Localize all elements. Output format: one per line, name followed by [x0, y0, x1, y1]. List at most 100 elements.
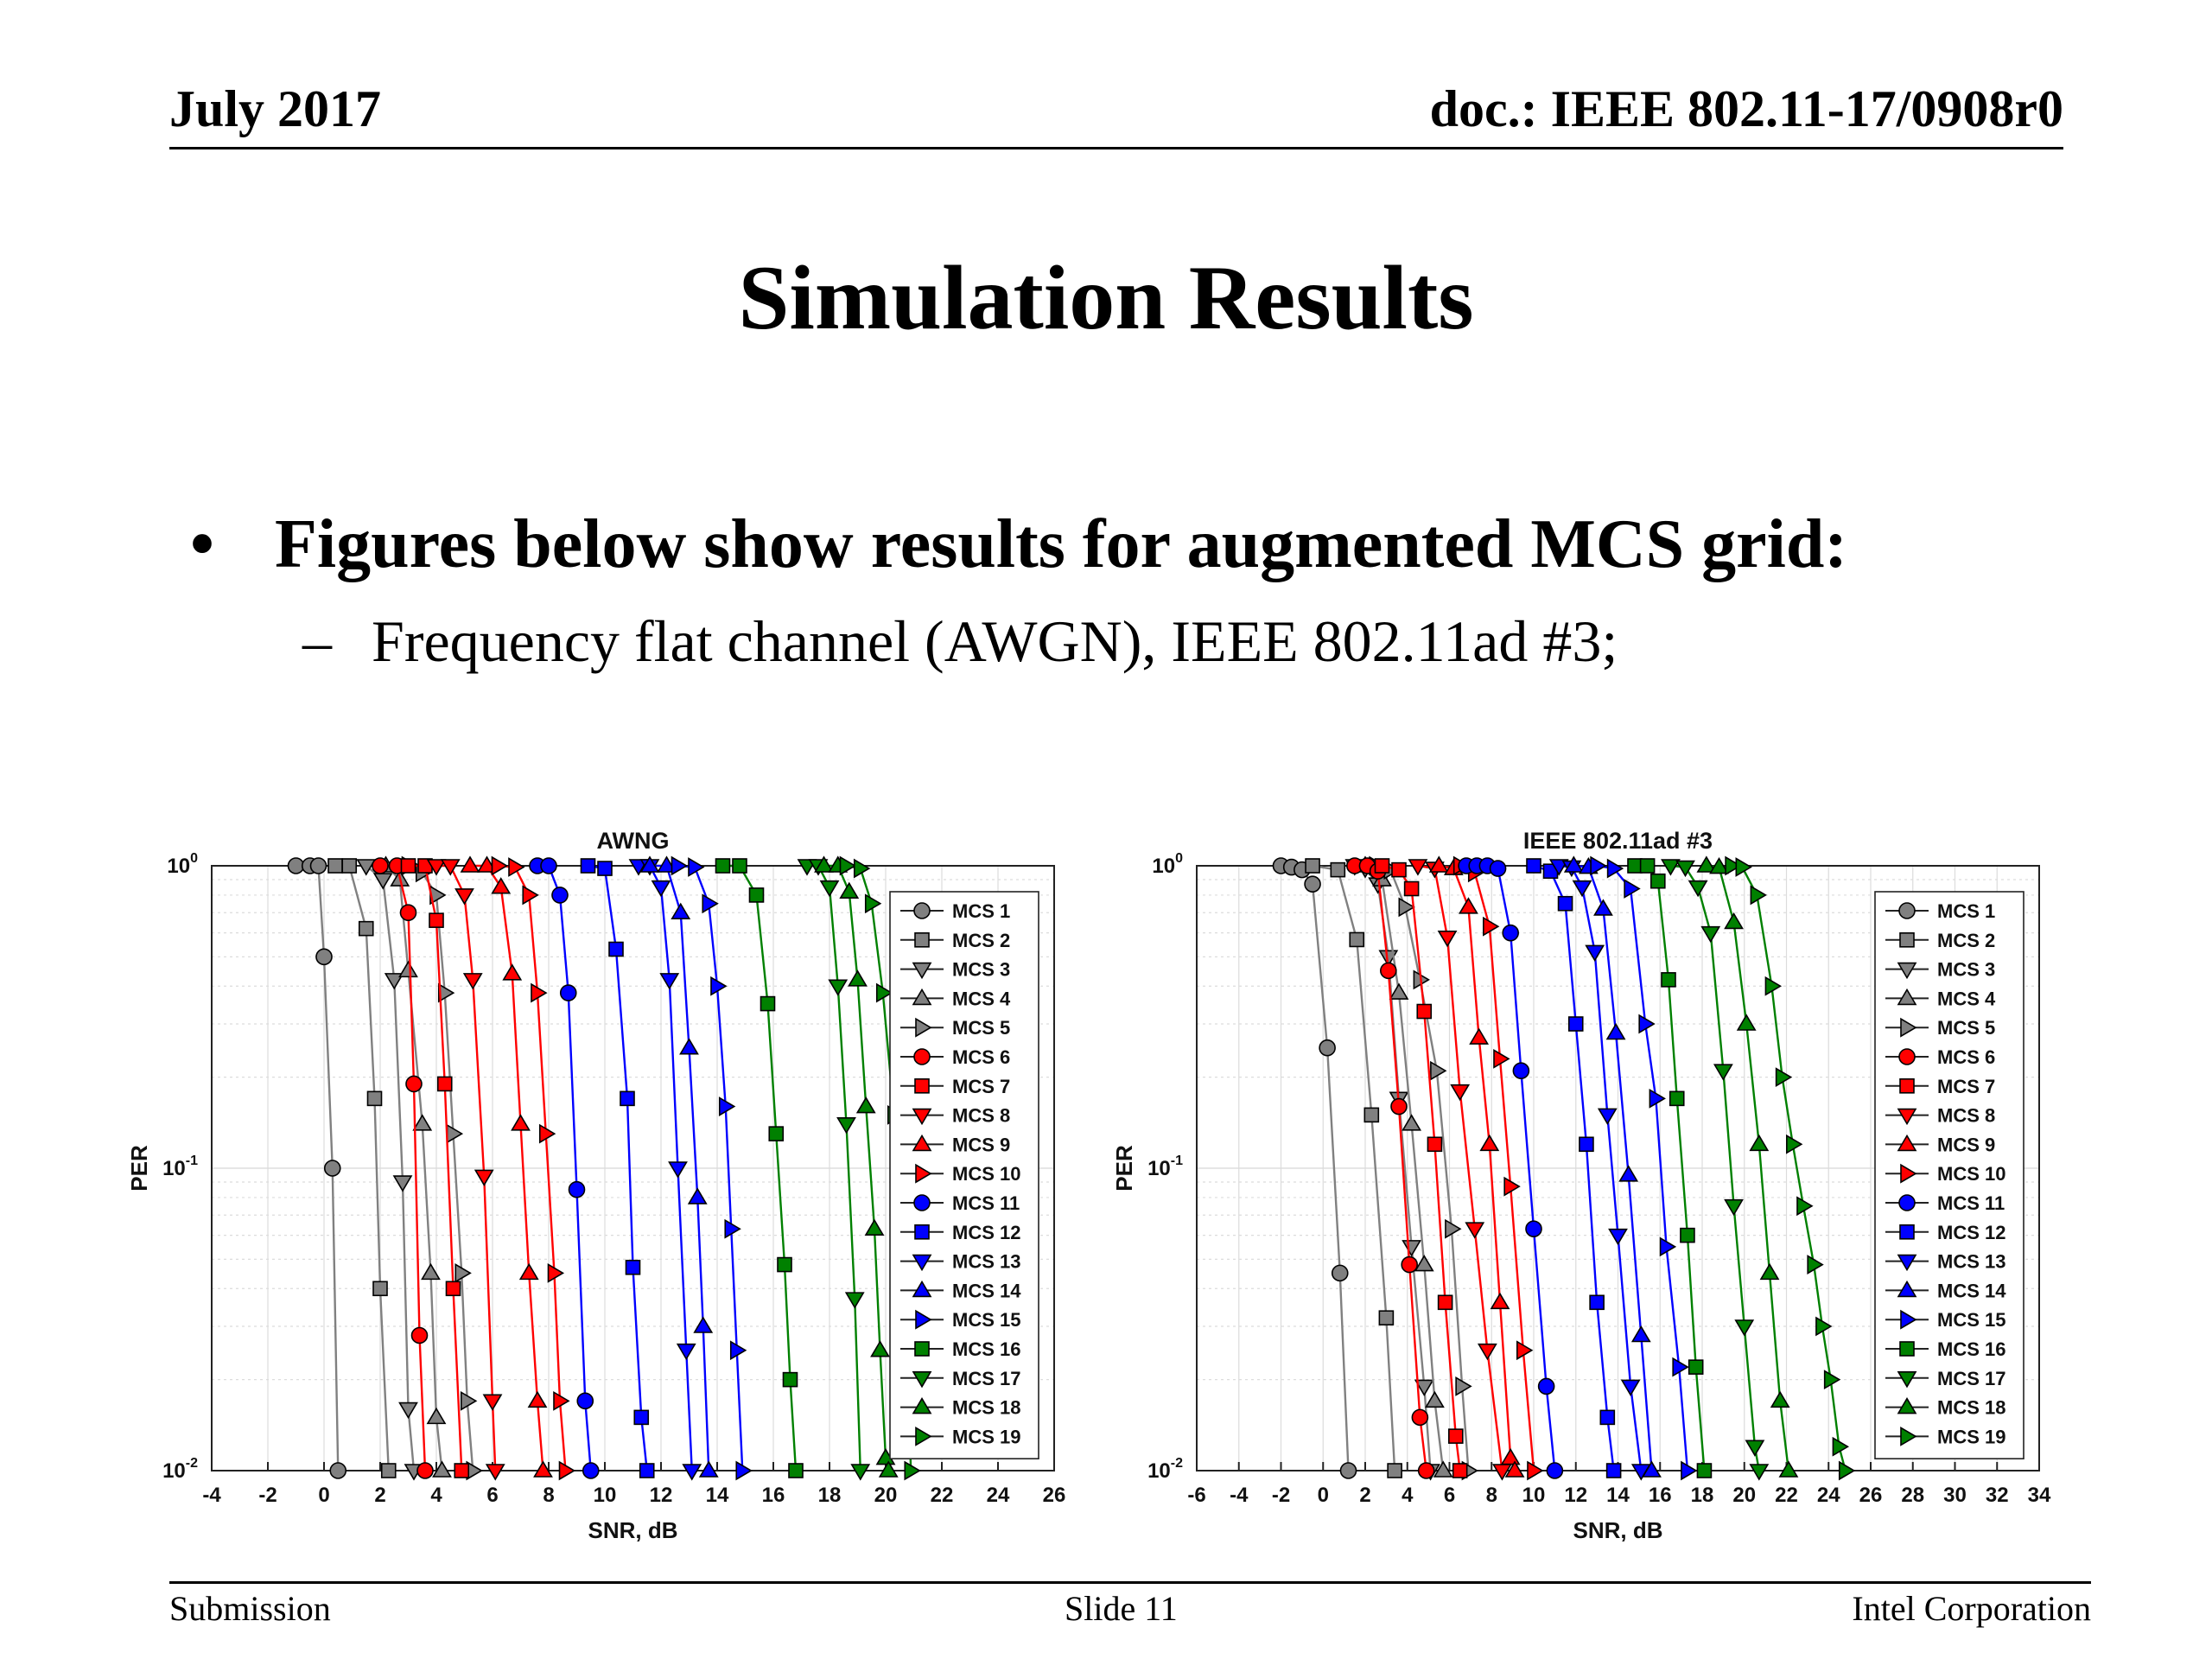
- data-point: [639, 1463, 655, 1478]
- data-point: [1401, 1255, 1418, 1274]
- data-point: [323, 1160, 341, 1177]
- data-point: [777, 1256, 792, 1273]
- x-tick-label: -2: [258, 1484, 276, 1507]
- legend-marker: [1897, 1370, 1917, 1389]
- legend-label: MCS 4: [952, 988, 1011, 1009]
- data-point: [502, 963, 523, 981]
- legend-label: MCS 19: [1937, 1426, 2005, 1447]
- footer-divider: [169, 1581, 2091, 1584]
- data-point: [788, 1463, 804, 1478]
- data-point: [1548, 859, 1569, 876]
- data-point: [1815, 1316, 1833, 1337]
- legend-entry: MCS 19: [1885, 1426, 2005, 1447]
- data-point: [398, 1402, 418, 1420]
- data-point: [1696, 855, 1717, 873]
- data-point: [1696, 1463, 1713, 1478]
- data-point: [1605, 1022, 1626, 1040]
- legend-label: MCS 5: [1937, 1017, 1995, 1039]
- series-mcs-2: [1305, 858, 1402, 1478]
- series-mcs-2: [327, 858, 397, 1478]
- x-tick-label: 32: [1986, 1484, 2009, 1507]
- data-point: [1305, 858, 1320, 874]
- data-point: [1339, 1462, 1357, 1479]
- legend-entry: MCS 13: [1885, 1251, 2005, 1273]
- data-point: [668, 1161, 688, 1179]
- data-point: [679, 1038, 699, 1055]
- series-mcs-7: [400, 858, 470, 1478]
- series-mcs-18: [814, 855, 899, 1478]
- series-mcs-7: [1374, 858, 1468, 1478]
- legend-label: MCS 17: [1937, 1368, 2005, 1389]
- data-point: [1709, 856, 1729, 874]
- data-point: [329, 1462, 347, 1479]
- y-tick-exponent: -2: [1171, 1456, 1183, 1471]
- data-point: [1504, 1460, 1525, 1478]
- x-tick-label: 12: [650, 1484, 673, 1507]
- series-mcs-15: [1590, 855, 1698, 1481]
- x-tick-label: 18: [1691, 1484, 1714, 1507]
- x-tick-label: 22: [931, 1484, 954, 1507]
- data-point: [1750, 885, 1767, 906]
- legend-marker: [1900, 1017, 1917, 1038]
- series-mcs-13: [1548, 859, 1651, 1481]
- legend-marker: [914, 932, 930, 948]
- data-point: [625, 1259, 641, 1275]
- data-point: [1414, 1379, 1434, 1397]
- chart-ieee-11ad-3: -6 -4 -2 0 2 4 6 8 10 12 14 16 18 20 22 24 26 28 30 32 34100…: [1111, 828, 2051, 1543]
- data-point: [1502, 924, 1519, 942]
- data-point: [1832, 1436, 1850, 1457]
- data-point: [1525, 1220, 1542, 1238]
- data-point: [1593, 899, 1613, 916]
- legend-label: MCS 12: [1937, 1222, 2005, 1243]
- series-mcs-1: [1272, 857, 1357, 1479]
- data-point: [782, 1371, 798, 1388]
- legend: MCS 1 MCS 2 MCS 3 MCS 4 MCS 5 MCS 6 MCS 7 MCS 8…: [889, 891, 1039, 1460]
- data-point: [1618, 1165, 1639, 1182]
- legend-marker: [912, 1134, 932, 1152]
- data-point: [533, 1460, 553, 1478]
- legend-entry: MCS 5: [900, 1017, 1010, 1039]
- data-point: [1455, 1376, 1472, 1396]
- legend-marker: [912, 988, 932, 1006]
- legend-marker: [1897, 988, 1917, 1006]
- data-point: [1512, 1062, 1530, 1080]
- data-point: [445, 1281, 461, 1297]
- legend-label: MCS 16: [1937, 1338, 2005, 1360]
- series-mcs-16: [715, 858, 804, 1478]
- data-point: [1557, 895, 1573, 912]
- data-point: [1725, 855, 1742, 876]
- data-point: [1796, 1196, 1814, 1217]
- data-point: [1823, 1370, 1841, 1390]
- data-point: [1380, 962, 1397, 980]
- data-point: [724, 1218, 741, 1239]
- x-tick-label: 24: [987, 1484, 1010, 1507]
- data-point: [1428, 855, 1449, 873]
- data-point: [1527, 1460, 1544, 1481]
- x-tick-label: 6: [486, 1484, 498, 1507]
- data-point: [608, 941, 624, 957]
- data-point: [1681, 1460, 1698, 1481]
- data-point: [1425, 1390, 1445, 1408]
- legend-label: MCS 15: [952, 1309, 1020, 1331]
- data-point: [1503, 1176, 1521, 1197]
- x-tick-label: 16: [762, 1484, 785, 1507]
- legend-label: MCS 17: [952, 1368, 1020, 1389]
- data-point: [710, 976, 728, 996]
- data-point: [1389, 982, 1409, 1000]
- data-point: [671, 902, 691, 920]
- legend-label: MCS 9: [952, 1134, 1010, 1155]
- y-tick-base: 10: [1147, 1157, 1171, 1180]
- data-point: [440, 859, 461, 876]
- legend-marker: [912, 1108, 932, 1126]
- data-point: [732, 858, 747, 874]
- legend-label: MCS 16: [952, 1338, 1020, 1360]
- series-line: [677, 864, 744, 1471]
- data-point: [429, 912, 444, 928]
- y-tick-exponent: -2: [186, 1456, 198, 1471]
- data-point: [620, 1090, 635, 1107]
- legend-entry: MCS 5: [1885, 1017, 1995, 1039]
- legend-marker: [914, 1077, 930, 1094]
- series-group: [287, 855, 921, 1481]
- legend-entry: MCS 4: [1885, 988, 1996, 1009]
- x-tick-label: -4: [1230, 1484, 1249, 1507]
